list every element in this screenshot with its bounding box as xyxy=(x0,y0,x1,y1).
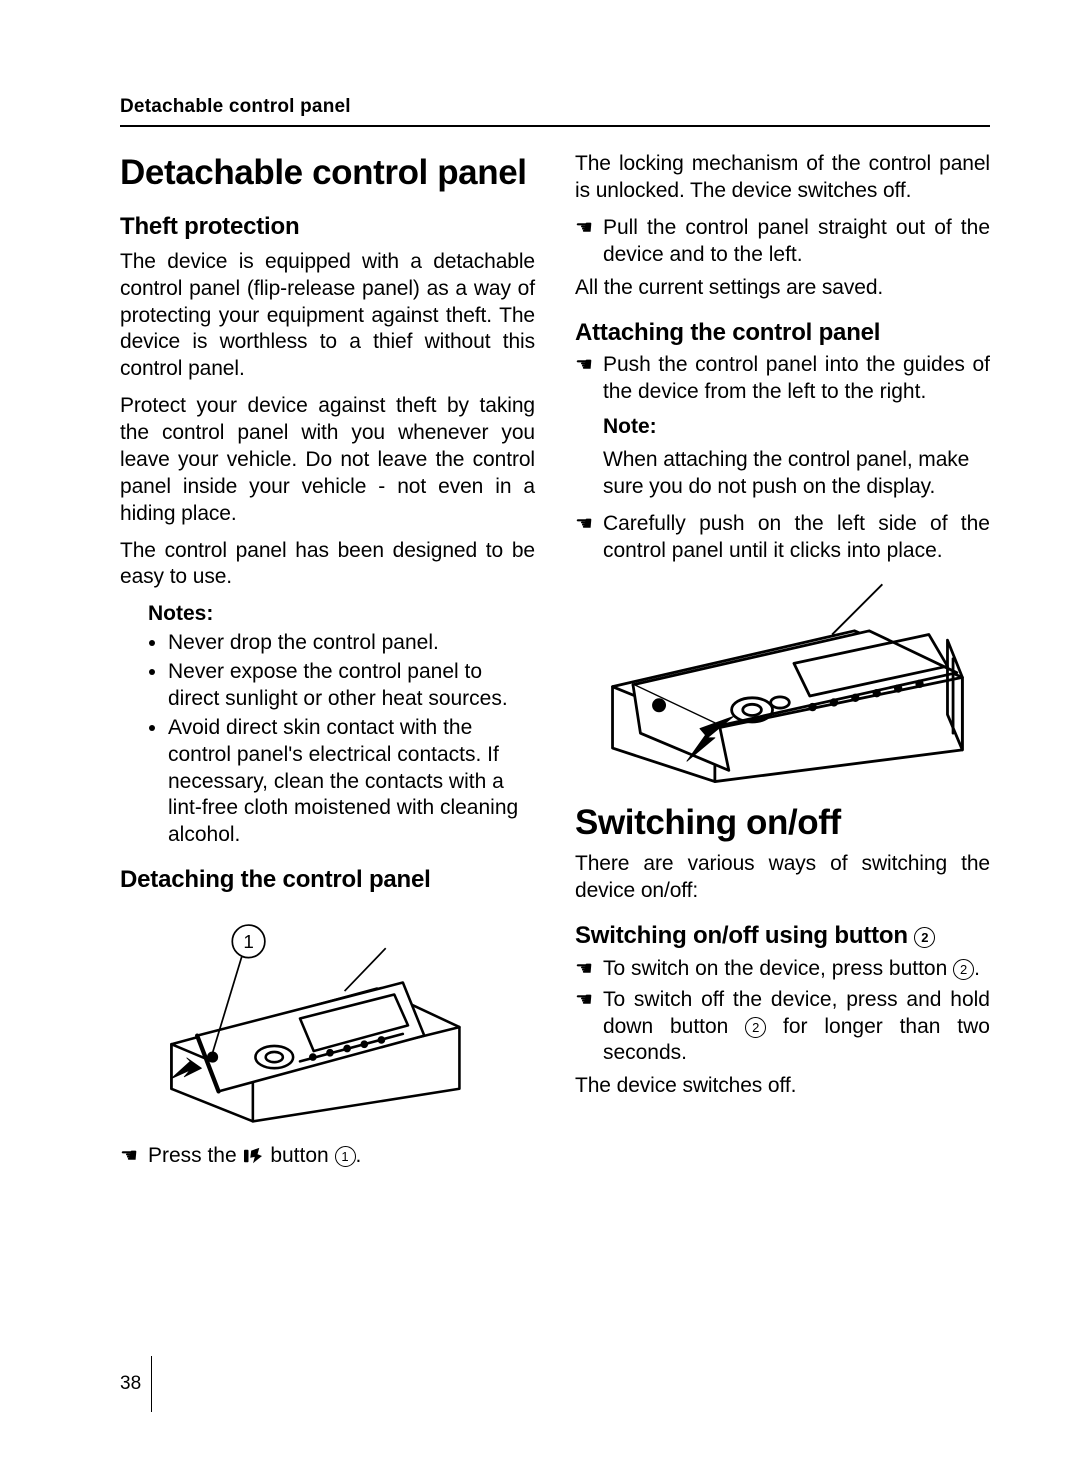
step-text: Push the control panel into the guides o… xyxy=(603,352,990,406)
step-push-guides: ☛ Push the control panel into the guides… xyxy=(575,352,990,406)
paragraph: The control panel has been designed to b… xyxy=(120,538,535,592)
column-left: Detachable control panel Theft protectio… xyxy=(120,151,535,1173)
hand-pointer-icon: ☛ xyxy=(575,988,593,1069)
step-text: To switch on the device, press button 2. xyxy=(603,956,990,983)
heading-switching: Switching on/off xyxy=(575,801,990,846)
step-text: To switch off the device, press and hold… xyxy=(603,987,990,1068)
step-switch-on: ☛ To switch on the device, press button … xyxy=(575,956,990,983)
paragraph: The locking mechanism of the control pan… xyxy=(575,151,990,205)
hand-pointer-icon: ☛ xyxy=(575,512,593,566)
paragraph: The device is equipped with a detachable… xyxy=(120,249,535,383)
circled-2: 2 xyxy=(914,927,935,948)
step-pull-panel: ☛ Pull the control panel straight out of… xyxy=(575,215,990,269)
hand-pointer-icon: ☛ xyxy=(120,1144,138,1171)
heading-attaching: Attaching the control panel xyxy=(575,318,990,349)
step-text: Press the button 1. xyxy=(148,1143,535,1170)
paragraph: The device switches off. xyxy=(575,1073,990,1100)
heading-detaching: Detaching the control panel xyxy=(120,865,535,896)
manual-page: Detachable control panel Detachable cont… xyxy=(0,0,1080,1460)
step-click-in: ☛ Carefully push on the left side of the… xyxy=(575,511,990,565)
hand-pointer-icon: ☛ xyxy=(575,216,593,270)
paragraph: There are various ways of switching the … xyxy=(575,851,990,905)
release-button-icon xyxy=(242,1144,264,1167)
figure-attach xyxy=(575,575,990,789)
heading-switching-button: Switching on/off using button 2 xyxy=(575,921,990,952)
heading-theft-protection: Theft protection xyxy=(120,212,535,243)
two-column-layout: Detachable control panel Theft protectio… xyxy=(120,151,990,1173)
list-item: Never drop the control panel. xyxy=(168,630,535,657)
notes-list: Never drop the control panel. Never expo… xyxy=(148,630,535,849)
hand-pointer-icon: ☛ xyxy=(575,353,593,407)
notes-label: Notes: xyxy=(148,601,535,628)
hand-pointer-icon: ☛ xyxy=(575,957,593,984)
heading-detachable: Detachable control panel xyxy=(120,151,535,196)
note-label: Note: xyxy=(603,414,990,441)
figure-detach: 1 xyxy=(120,906,535,1131)
list-item: Never expose the control panel to direct… xyxy=(168,659,535,713)
paragraph: Protect your device against theft by tak… xyxy=(120,393,535,527)
circled-2: 2 xyxy=(745,1017,766,1038)
step-switch-off: ☛ To switch off the device, press and ho… xyxy=(575,987,990,1068)
step-press-release: ☛ Press the button 1. xyxy=(120,1143,535,1170)
page-number: 38 xyxy=(120,1356,152,1412)
paragraph: All the current settings are saved. xyxy=(575,275,990,302)
column-right: The locking mechanism of the control pan… xyxy=(575,151,990,1173)
circled-1: 1 xyxy=(335,1146,356,1167)
callout-1-text: 1 xyxy=(243,931,253,952)
step-text: Carefully push on the left side of the c… xyxy=(603,511,990,565)
step-text: Pull the control panel straight out of t… xyxy=(603,215,990,269)
circled-2: 2 xyxy=(953,959,974,980)
illustration-detach: 1 xyxy=(120,906,480,1131)
running-header: Detachable control panel xyxy=(120,95,990,127)
note-block: Note: When attaching the control panel, … xyxy=(575,414,990,501)
notes-block: Notes: Never drop the control panel. Nev… xyxy=(120,601,535,849)
list-item: Avoid direct skin contact with the contr… xyxy=(168,715,535,849)
illustration-attach xyxy=(575,575,985,789)
paragraph: When attaching the control panel, make s… xyxy=(603,447,990,501)
